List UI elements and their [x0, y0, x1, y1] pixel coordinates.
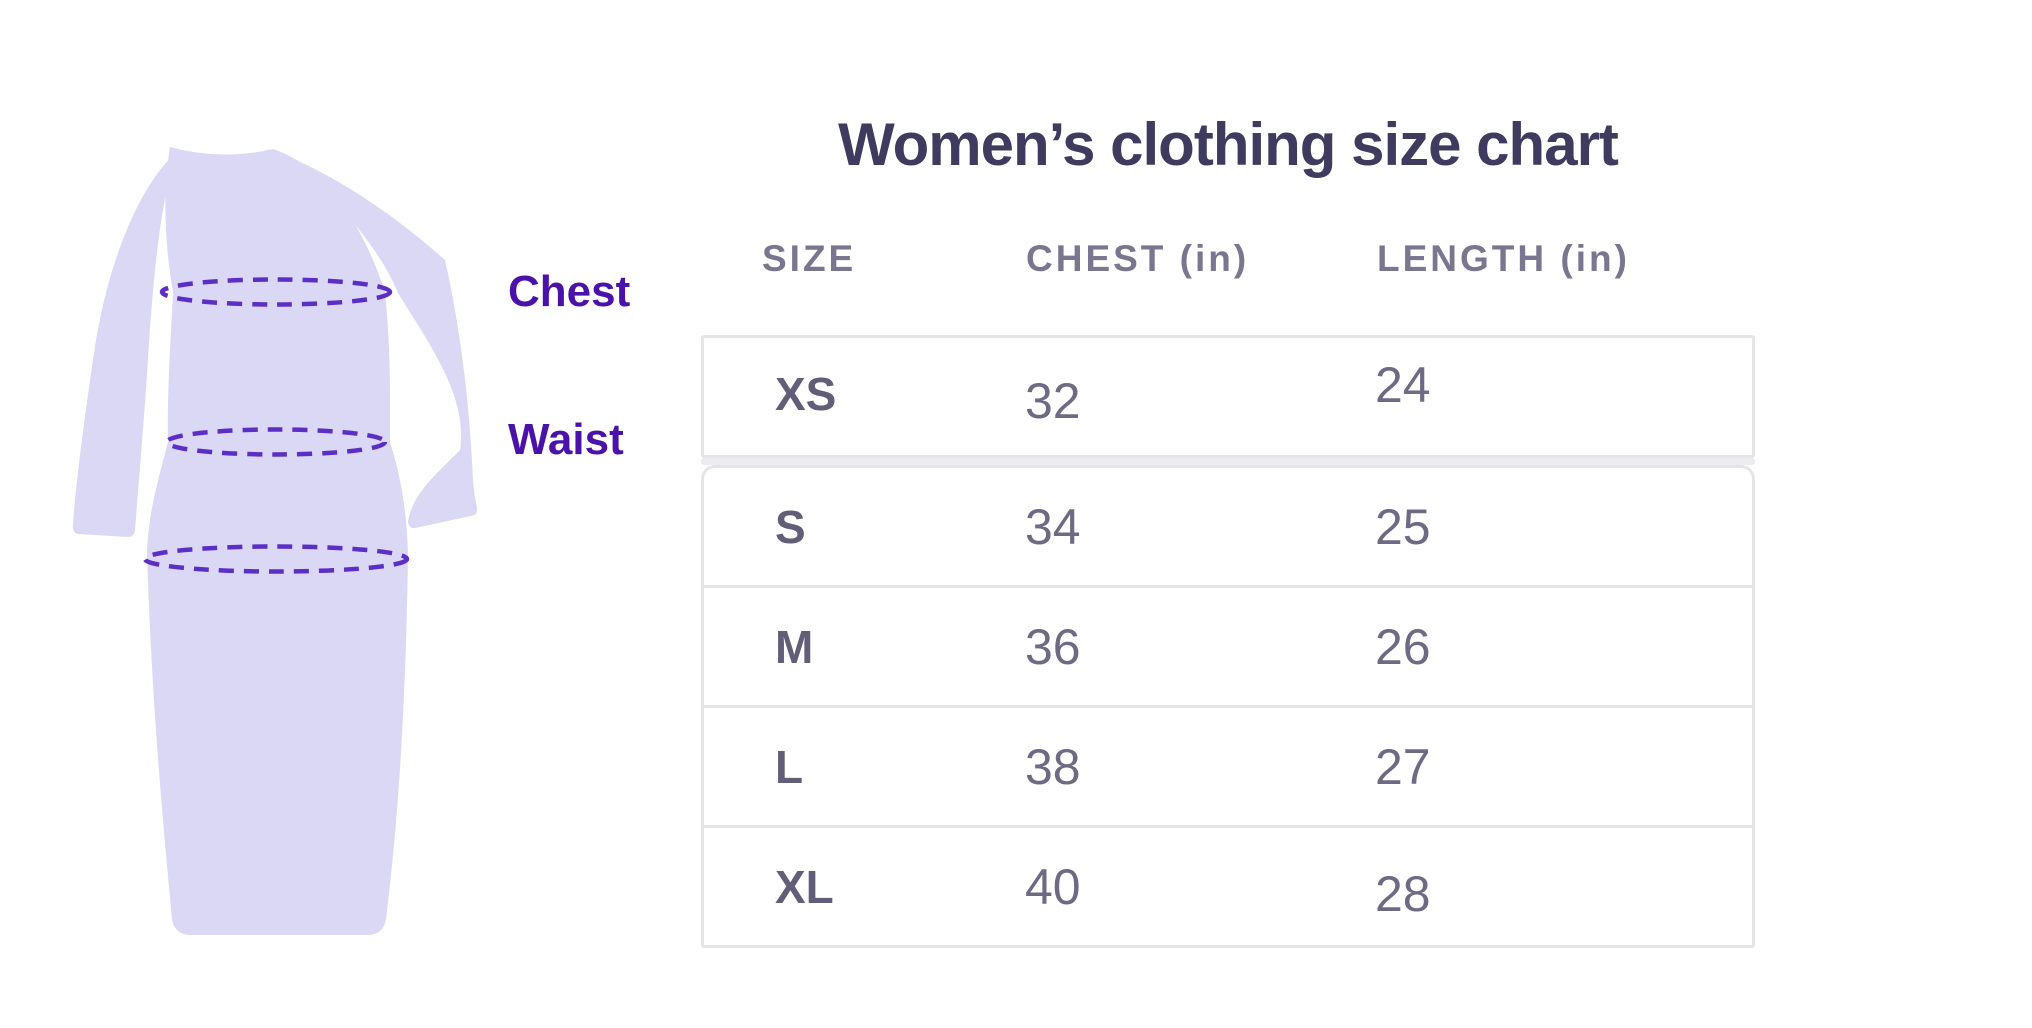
chest-label: Chest [508, 267, 631, 316]
dress-illustration [72, 147, 478, 935]
size-value: M [775, 620, 814, 673]
size-value: XL [775, 860, 834, 913]
dress-right-sleeve-shape [265, 148, 478, 529]
size-table: SIZE CHEST (in) LENGTH (in) XS 32 24 S 3… [701, 238, 1755, 948]
size-table-header-row: SIZE CHEST (in) LENGTH (in) [701, 238, 1755, 284]
column-header-length: LENGTH (in) [1377, 238, 1630, 279]
page-title: Women’s clothing size chart [838, 111, 1619, 178]
chest-value: 34 [1025, 498, 1081, 555]
table-row-l: L 38 27 [701, 705, 1755, 828]
column-header-chest: CHEST (in) [1026, 238, 1250, 279]
column-header-size: SIZE [762, 238, 857, 279]
dress-body-shape [147, 147, 408, 935]
chest-value: 40 [1025, 858, 1081, 915]
table-row-m: M 36 26 [701, 585, 1755, 708]
length-value: 24 [1375, 356, 1431, 413]
waist-measurement-line-icon [164, 427, 388, 457]
length-value: 25 [1375, 498, 1431, 555]
row-separator-band [701, 458, 1755, 465]
length-value: 27 [1375, 738, 1431, 795]
waist-label: Waist [508, 415, 624, 464]
table-row-xs: XS 32 24 [701, 335, 1755, 458]
chest-measurement-line-icon [159, 277, 393, 307]
table-row-s: S 34 25 [701, 465, 1755, 588]
size-value: L [775, 740, 804, 793]
chest-value: 38 [1025, 738, 1081, 795]
length-value: 28 [1375, 865, 1431, 922]
chest-value: 32 [1025, 372, 1081, 429]
hip-measurement-line-icon [142, 544, 410, 574]
length-value: 26 [1375, 618, 1431, 675]
size-value: XS [775, 367, 837, 420]
size-value: S [775, 500, 806, 553]
table-row-xl: XL 40 28 [701, 825, 1755, 948]
size-table-rows: XS 32 24 S 34 25 M 36 26 L 38 27 XL [701, 335, 1755, 948]
chest-value: 36 [1025, 618, 1081, 675]
dress-left-sleeve-shape [72, 151, 178, 537]
